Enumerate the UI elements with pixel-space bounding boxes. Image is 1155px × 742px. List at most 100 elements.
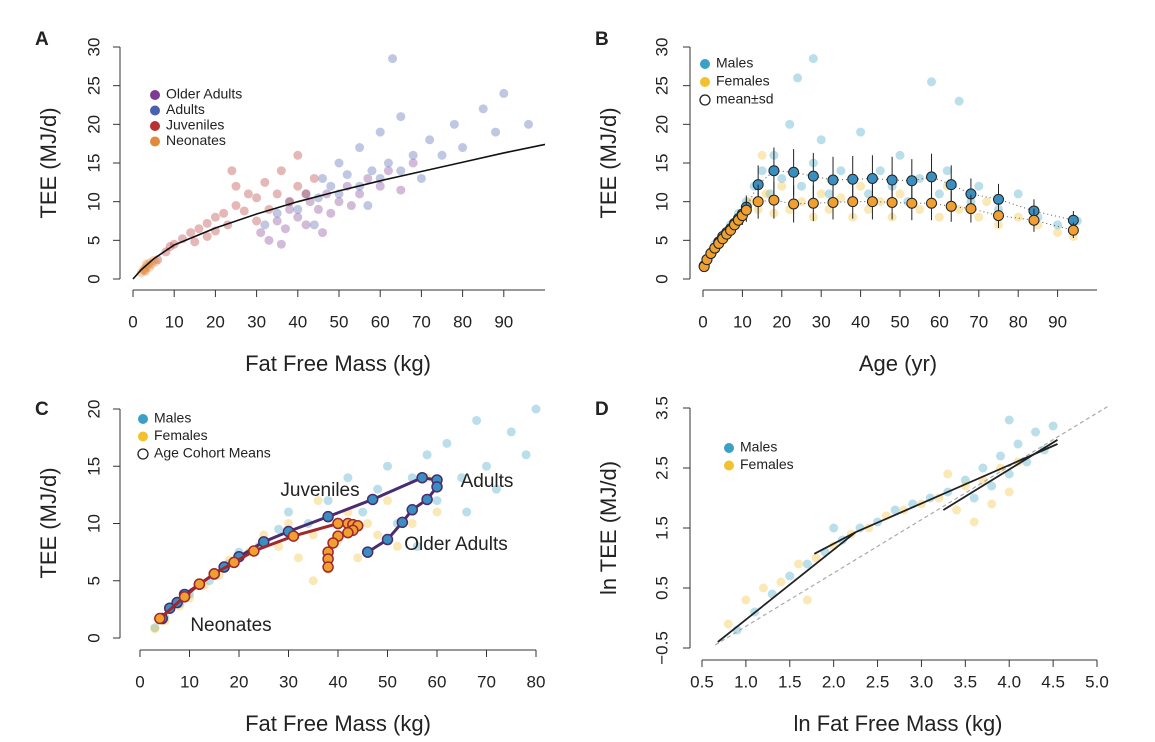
x-tick-label: 30 [279,672,298,691]
annotation: Older Adults [404,534,508,555]
data-point [293,212,303,222]
data-point [856,127,866,137]
fit-curve [132,143,546,280]
data-point [425,135,435,145]
data-point [863,189,873,199]
data-point [808,54,818,64]
data-point [457,473,467,483]
x-tick-label: 20 [772,312,791,331]
cohort-mean [416,471,428,484]
data-point [757,166,767,176]
y-tick-label: 0 [84,274,103,283]
data-point [293,553,303,563]
y-tick-label: −0.5 [652,631,671,665]
y-tick-label: 5 [84,576,103,585]
data-point [969,493,979,503]
data-point [293,181,303,191]
data-point [309,173,319,183]
cohort-mean [406,504,418,516]
data-point [816,189,826,199]
data-point [284,519,293,528]
x-tick-label: 30 [247,312,266,331]
data-point [301,189,311,199]
data-point [934,212,944,222]
data-point [301,189,311,199]
data-point [383,158,393,168]
data-point [202,218,212,228]
data-point [375,181,385,191]
data-point [313,496,323,506]
data-point [272,216,282,226]
data-point [355,189,365,199]
y-tick-label: 15 [84,154,103,173]
data-point [274,524,284,534]
data-point [264,235,274,245]
legend-marker [724,443,734,453]
data-point [343,473,353,483]
legend-label: Neonates [166,132,226,148]
data-point [260,177,270,187]
data-point [388,54,398,64]
legend-marker [150,136,160,147]
data-point [927,77,937,87]
data-point [875,166,885,176]
x-tick-label: 2.0 [822,672,846,691]
data-point [358,507,368,517]
data-point [396,112,406,122]
data-point [367,166,377,176]
legend-label: Males [716,55,753,71]
x-tick-label: 80 [1009,312,1028,331]
y-axis-title: TEE (MJ/d) [36,467,61,578]
legend-label: Juveniles [166,117,224,133]
data-point [1053,220,1063,230]
data-point [974,212,984,222]
mean-point [768,194,780,206]
mean-point [740,204,752,216]
data-point [942,166,952,176]
data-point [785,571,795,581]
panel-letter: B [595,29,609,50]
data-point [793,73,803,83]
data-point [412,541,422,551]
data-point [375,127,385,137]
data-point [353,553,363,563]
cohort-mean [154,612,166,625]
cohort-mean [361,546,374,558]
data-point [797,197,806,207]
data-point [863,204,873,214]
data-point [491,127,501,137]
data-point [794,559,804,569]
mean-point [788,198,800,210]
data-point [284,507,293,517]
y-tick-label: 20 [84,400,103,419]
mean-point [847,173,859,185]
data-point [140,263,150,273]
y-axis-title: ln TEE (MJ/d) [596,461,621,595]
mean-point [807,170,819,182]
x-tick-label: 50 [891,312,910,331]
data-point [777,181,787,191]
legend-marker [138,431,148,442]
cohort-mean [208,568,220,580]
data-point [449,119,459,129]
y-tick-label: 20 [84,115,103,134]
cohort-mean [421,493,433,506]
x-tick-label: 4.0 [997,672,1021,691]
mean-point [807,197,819,209]
x-tick-label: 80 [527,672,546,691]
cohort-mean [431,481,443,493]
mean-point [886,174,898,186]
data-point [210,212,220,222]
cohort-mean [366,493,379,506]
data-point [478,104,488,114]
data-point [309,220,319,230]
data-point [1004,487,1014,497]
x-tick-label: 90 [1048,312,1067,331]
cohort-mean [396,516,409,529]
data-point [802,559,812,569]
mean-line [703,199,1074,267]
annotation: Neonates [190,615,271,636]
data-point [243,189,253,199]
mean-point [866,172,878,184]
data-point [136,268,146,278]
